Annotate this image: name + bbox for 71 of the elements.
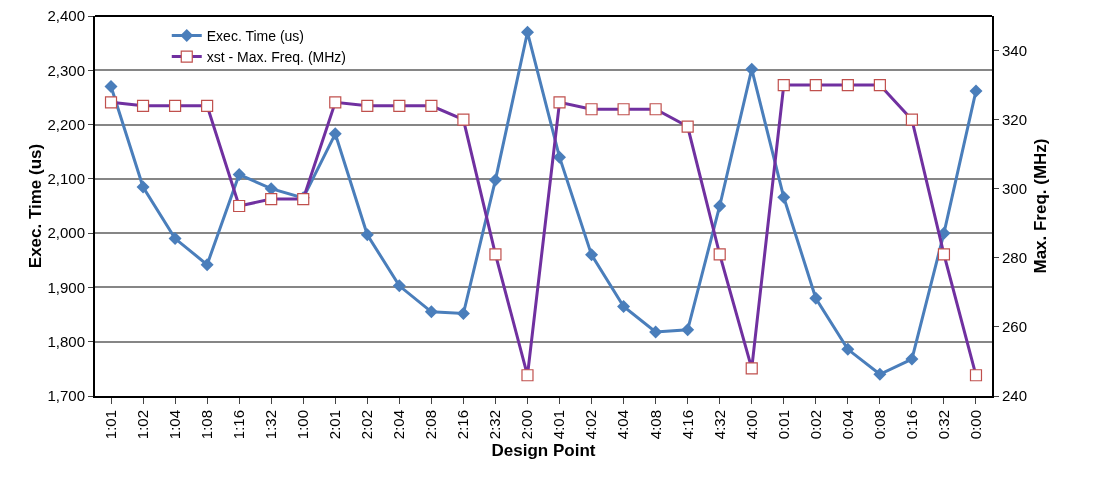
x-tick-label: 0:02 — [806, 410, 824, 440]
x-tick-label: 1:00 — [294, 410, 312, 440]
y2-tick-label: 340 — [1002, 41, 1028, 59]
point — [200, 258, 214, 272]
x-tick-label: 0:16 — [902, 410, 920, 440]
y-axis-title: Exec. Time (us) — [26, 143, 46, 269]
y-tick-label: 2,000 — [47, 224, 85, 242]
point — [905, 352, 919, 366]
x-tick-label: 1:02 — [133, 410, 151, 440]
x-tick-label: 2:00 — [518, 410, 536, 440]
x-tick-label: 0:08 — [870, 410, 888, 440]
x-tick-label: 4:01 — [550, 410, 568, 440]
y-tick-label: 1,700 — [47, 387, 85, 405]
point — [617, 299, 631, 313]
x-tick-label: 1:16 — [230, 410, 248, 440]
point — [969, 84, 983, 98]
y2-tick-label: 300 — [1002, 179, 1028, 197]
y-tick-label: 2,300 — [47, 61, 85, 79]
x-tick-label: 4:04 — [614, 410, 632, 440]
x-tick-label: 2:01 — [326, 410, 344, 440]
x-tick-label: 0:04 — [838, 410, 856, 440]
y2-tick-label: 280 — [1002, 249, 1028, 267]
legend-label: Exec. Time (us) — [206, 27, 305, 44]
point — [777, 190, 791, 204]
x-tick-label: 4:02 — [582, 410, 600, 440]
point — [681, 323, 695, 337]
x-tick-label: 2:04 — [390, 410, 408, 440]
x-tick-label: 4:08 — [646, 410, 664, 440]
point — [553, 150, 567, 164]
point — [360, 228, 374, 242]
point — [841, 342, 855, 356]
x-tick-label: 1:32 — [262, 410, 280, 440]
x-tick-label: 2:08 — [422, 410, 440, 440]
x-tick-label: 2:02 — [358, 410, 376, 440]
point — [424, 305, 438, 319]
legend-label: xst - Max. Freq. (MHz) — [206, 49, 346, 66]
y-tick-label: 1,900 — [47, 278, 85, 296]
x-tick-label: 1:08 — [198, 410, 216, 440]
point — [232, 168, 246, 182]
y2-tick-label: 320 — [1002, 110, 1028, 128]
x-tick-label: 0:01 — [774, 410, 792, 440]
x-tick-label: 2:16 — [454, 410, 472, 440]
point — [488, 173, 502, 187]
point — [713, 199, 727, 213]
point — [136, 180, 150, 194]
point — [745, 62, 759, 76]
x-tick-label: 1:01 — [101, 410, 119, 440]
x-tick-label: 4:32 — [710, 410, 728, 440]
y-tick-label: 2,200 — [47, 115, 85, 133]
y-tick-label: 2,400 — [47, 7, 85, 25]
y-tick-label: 1,800 — [47, 332, 85, 350]
x-tick-label: 0:32 — [934, 410, 952, 440]
point — [873, 367, 887, 381]
x-tick-label: 2:32 — [486, 410, 504, 440]
point — [392, 279, 406, 293]
point — [585, 248, 599, 262]
point — [809, 291, 823, 305]
point — [649, 325, 663, 339]
y-tick-label: 2,100 — [47, 170, 85, 188]
point — [168, 232, 182, 246]
y2-axis-title: Max. Freq. (MHz) — [1030, 138, 1050, 274]
x-tick-label: 4:16 — [678, 410, 696, 440]
x-tick-label: 4:00 — [742, 410, 760, 440]
x-tick-label: 1:04 — [165, 410, 183, 440]
x-axis-title: Design Point — [491, 441, 596, 461]
point — [456, 306, 470, 320]
point — [328, 127, 342, 141]
point — [104, 80, 118, 94]
x-tick-label: 0:00 — [966, 410, 984, 440]
y2-tick-label: 260 — [1002, 318, 1028, 336]
y2-tick-label: 240 — [1002, 387, 1028, 405]
